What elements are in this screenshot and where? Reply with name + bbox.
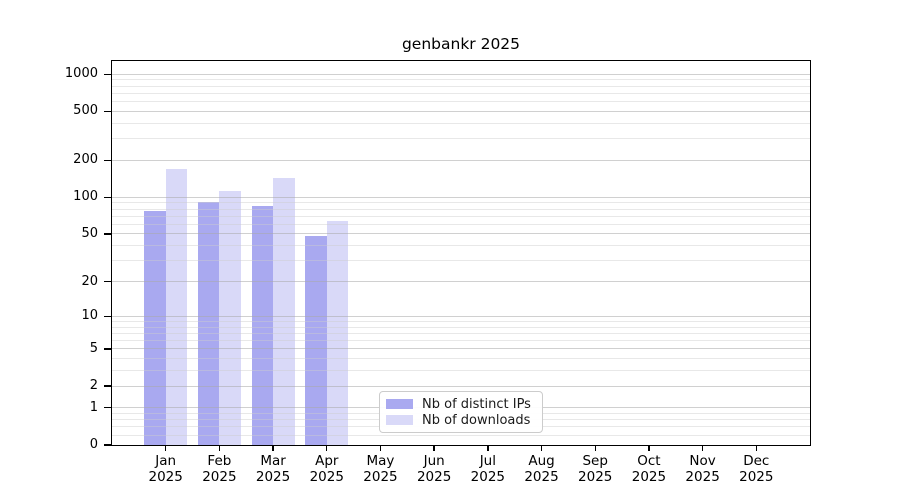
y-axis-tick <box>104 444 112 446</box>
x-axis-tick <box>326 445 328 451</box>
bar-downloads <box>165 169 188 445</box>
legend-item-distinct-ips: Nb of distinct IPs <box>386 396 534 412</box>
x-axis-tick-label: Feb 2025 <box>202 453 237 485</box>
bar-distinct-ips <box>251 205 274 445</box>
y-axis-tick <box>104 280 112 283</box>
x-axis-tick <box>272 445 274 451</box>
y-axis-tick-label: 1000 <box>64 66 98 82</box>
x-axis-tick-label: May 2025 <box>363 453 398 485</box>
y-axis-tick <box>104 385 112 387</box>
x-axis-tick <box>379 445 382 451</box>
x-axis-tick-label: Jul 2025 <box>470 453 506 485</box>
y-axis-tick-label: 5 <box>89 340 98 356</box>
bars-layer <box>112 61 810 445</box>
y-axis-tick <box>104 196 112 199</box>
x-axis-tick <box>164 445 167 451</box>
axis-layer: 0 1 2 5 10 20 50 100 200 500 1000 Jan 2025 Feb 2025 Mar… <box>65 61 810 485</box>
legend: Nb of distinct IPs Nb of downloads <box>379 391 543 433</box>
y-axis-tick-label: 1 <box>89 399 98 415</box>
y-axis-tick-label: 20 <box>81 273 98 289</box>
y-axis-tick-label: 50 <box>81 225 98 241</box>
x-axis-tick-label: Jun 2025 <box>416 453 452 485</box>
y-axis-tick <box>104 315 112 317</box>
x-axis-tick-label: Nov 2025 <box>685 453 720 485</box>
legend-label-downloads: Nb of downloads <box>422 412 531 428</box>
legend-swatch-distinct-ips-icon <box>386 399 413 409</box>
legend-item-downloads: Nb of downloads <box>386 412 534 428</box>
y-axis-tick <box>104 348 112 350</box>
x-axis-tick-label: Sep 2025 <box>578 453 613 485</box>
y-axis-tick <box>104 73 112 75</box>
x-axis-tick <box>218 445 221 451</box>
x-axis-tick-label: Aug 2025 <box>524 453 559 485</box>
x-axis-tick <box>755 445 757 451</box>
bar-downloads <box>273 177 295 445</box>
x-axis-tick <box>594 445 596 451</box>
y-axis-tick <box>104 233 112 235</box>
y-axis-tick-label: 2 <box>89 378 98 394</box>
x-axis-tick-label: Apr 2025 <box>309 453 344 485</box>
x-axis-tick <box>540 445 543 451</box>
bar-distinct-ips <box>305 236 327 445</box>
y-axis-tick-label: 500 <box>73 103 98 119</box>
x-axis-tick-label: Dec 2025 <box>739 453 774 485</box>
y-axis-tick <box>104 407 112 409</box>
x-axis-tick <box>701 445 704 451</box>
legend-label-distinct-ips: Nb of distinct IPs <box>422 396 531 412</box>
x-axis-tick <box>487 445 489 451</box>
plot-area: 0 1 2 5 10 20 50 100 200 500 1000 Jan 2025 Feb 2025 Mar… <box>65 60 811 485</box>
x-axis-tick-label: Mar 2025 <box>255 453 291 485</box>
y-axis-tick-label: 10 <box>81 308 98 324</box>
bar-distinct-ips <box>144 210 166 445</box>
y-axis-tick-label: 100 <box>73 189 98 205</box>
legend-swatch-downloads-icon <box>386 415 413 425</box>
x-axis-tick-label: Oct 2025 <box>631 453 667 485</box>
bar-downloads <box>219 190 241 445</box>
x-axis-tick <box>433 445 435 451</box>
y-axis-tick-label: 0 <box>89 437 98 452</box>
bar-downloads <box>326 220 349 445</box>
bar-distinct-ips <box>197 202 220 445</box>
x-axis-tick-label: Jan 2025 <box>148 453 183 485</box>
y-axis-tick <box>104 110 112 113</box>
chart-title: genbankr 2025 <box>401 35 521 53</box>
x-axis-tick <box>648 445 650 451</box>
y-axis-tick-label: 200 <box>73 152 98 168</box>
y-axis-tick <box>104 159 112 162</box>
